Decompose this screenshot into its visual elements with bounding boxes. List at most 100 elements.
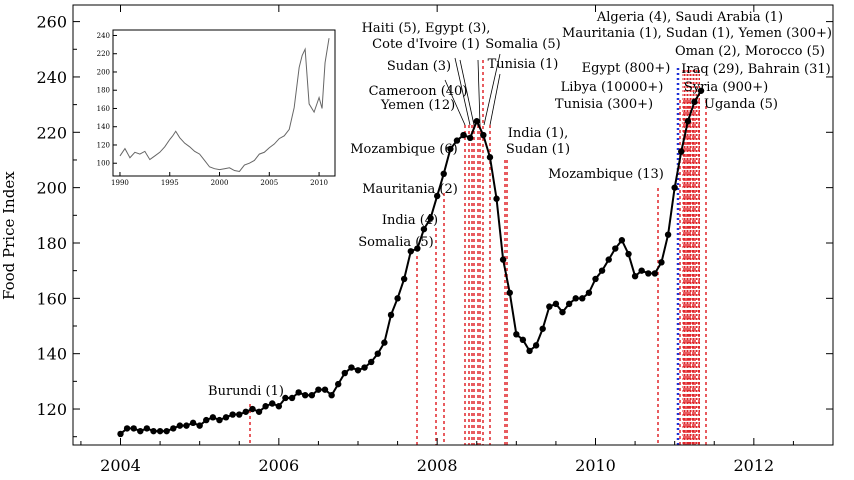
data-point (625, 250, 632, 258)
event-label: Libya (10000+) (561, 80, 664, 95)
inset-y-tick-label: 140 (97, 123, 110, 131)
y-tick-label: 180 (36, 234, 67, 253)
event-label: Mozambique (6) (350, 142, 457, 157)
data-point (394, 295, 401, 302)
data-point (137, 427, 144, 435)
event-label: Haiti (5), Egypt (3), (362, 21, 491, 36)
data-point (269, 400, 276, 407)
data-point (645, 270, 652, 277)
data-point (321, 386, 329, 393)
data-point (242, 408, 250, 415)
data-point (216, 416, 223, 424)
y-tick-label: 220 (36, 123, 67, 142)
data-point (559, 308, 566, 316)
annotation-leader (444, 79, 466, 126)
inset-x-tick-label: 1990 (111, 179, 129, 187)
data-point (506, 289, 513, 296)
inset-x-tick-label: 2000 (211, 179, 229, 187)
data-point (156, 427, 164, 435)
inset-y-tick-label: 160 (97, 105, 110, 113)
data-point (249, 405, 256, 413)
data-point (183, 422, 190, 429)
data-point (170, 425, 177, 432)
event-label: Egypt (800+) (582, 61, 671, 76)
event-label: Somalia (5) (485, 37, 560, 52)
data-point (209, 414, 217, 421)
data-point (400, 275, 408, 283)
data-point (447, 145, 454, 153)
annotation-leader (454, 57, 471, 126)
plot-frame (72, 4, 834, 446)
data-point (486, 154, 494, 161)
annotation-leader (459, 59, 475, 126)
data-point (691, 98, 698, 106)
data-point (150, 427, 157, 435)
data-point (664, 231, 672, 238)
event-label: Sudan (3) (387, 59, 451, 74)
data-point (440, 170, 447, 178)
data-point (262, 403, 269, 410)
data-point (678, 148, 685, 155)
data-point (229, 411, 236, 418)
inset-series-line (119, 38, 330, 172)
data-point (222, 414, 230, 421)
data-point (585, 289, 593, 296)
y-axis-label: Food Price Index (0, 171, 18, 300)
data-point (480, 131, 487, 139)
event-label: Mauritania (2) (362, 182, 458, 197)
data-point (368, 358, 375, 366)
data-point (526, 347, 533, 355)
data-point (123, 425, 131, 432)
data-point (427, 214, 434, 222)
data-point (605, 256, 612, 263)
inset-y-tick-label: 100 (97, 160, 110, 168)
event-label: Uganda (5) (704, 97, 778, 112)
data-point (552, 300, 560, 308)
inset-frame (112, 29, 336, 177)
data-point (236, 411, 243, 418)
event-label: Cameroon (40) (369, 84, 468, 99)
event-label: Syria (900+) (684, 80, 768, 95)
data-point (460, 131, 467, 139)
event-label: Somalia (5) (358, 235, 433, 250)
y-tick-label: 200 (36, 179, 67, 198)
data-point (354, 367, 362, 374)
data-point (638, 267, 645, 274)
annotation-leader (477, 59, 481, 126)
data-point (433, 192, 441, 200)
event-label: Iraq (29), Bahrain (31) (681, 62, 831, 77)
event-label: India (4) (382, 213, 438, 228)
annotation-leader (483, 53, 501, 126)
data-point (473, 118, 480, 125)
y-tick-label: 260 (36, 13, 67, 32)
data-point (117, 430, 124, 438)
x-tick-label: 2004 (100, 456, 141, 475)
data-point (539, 325, 546, 332)
inset-x-tick-label: 2010 (310, 179, 328, 187)
data-point (631, 272, 639, 280)
event-label: Cote d'Ivoire (1) (372, 37, 480, 52)
y-tick-label: 240 (36, 68, 67, 87)
data-point (143, 425, 151, 432)
data-point (513, 331, 520, 338)
inset-y-tick-label: 120 (97, 141, 110, 149)
event-label: Oman (2), Morocco (5) (675, 44, 825, 59)
data-point (466, 134, 474, 142)
annotation-leader (489, 73, 501, 126)
data-point (532, 342, 540, 349)
inset-series-group (119, 38, 330, 172)
data-point (301, 391, 309, 399)
data-point (341, 369, 348, 377)
data-point (275, 403, 283, 410)
data-point (684, 118, 692, 125)
data-point (196, 422, 203, 429)
data-point (308, 391, 316, 399)
inset-y-tick-label: 240 (97, 32, 110, 40)
data-point (335, 380, 342, 388)
data-point (381, 339, 388, 346)
data-point (697, 87, 705, 94)
data-point (414, 245, 421, 252)
data-point (407, 248, 415, 255)
event-label: Tunisia (300+) (555, 97, 653, 112)
y-tick-label: 120 (36, 400, 67, 419)
